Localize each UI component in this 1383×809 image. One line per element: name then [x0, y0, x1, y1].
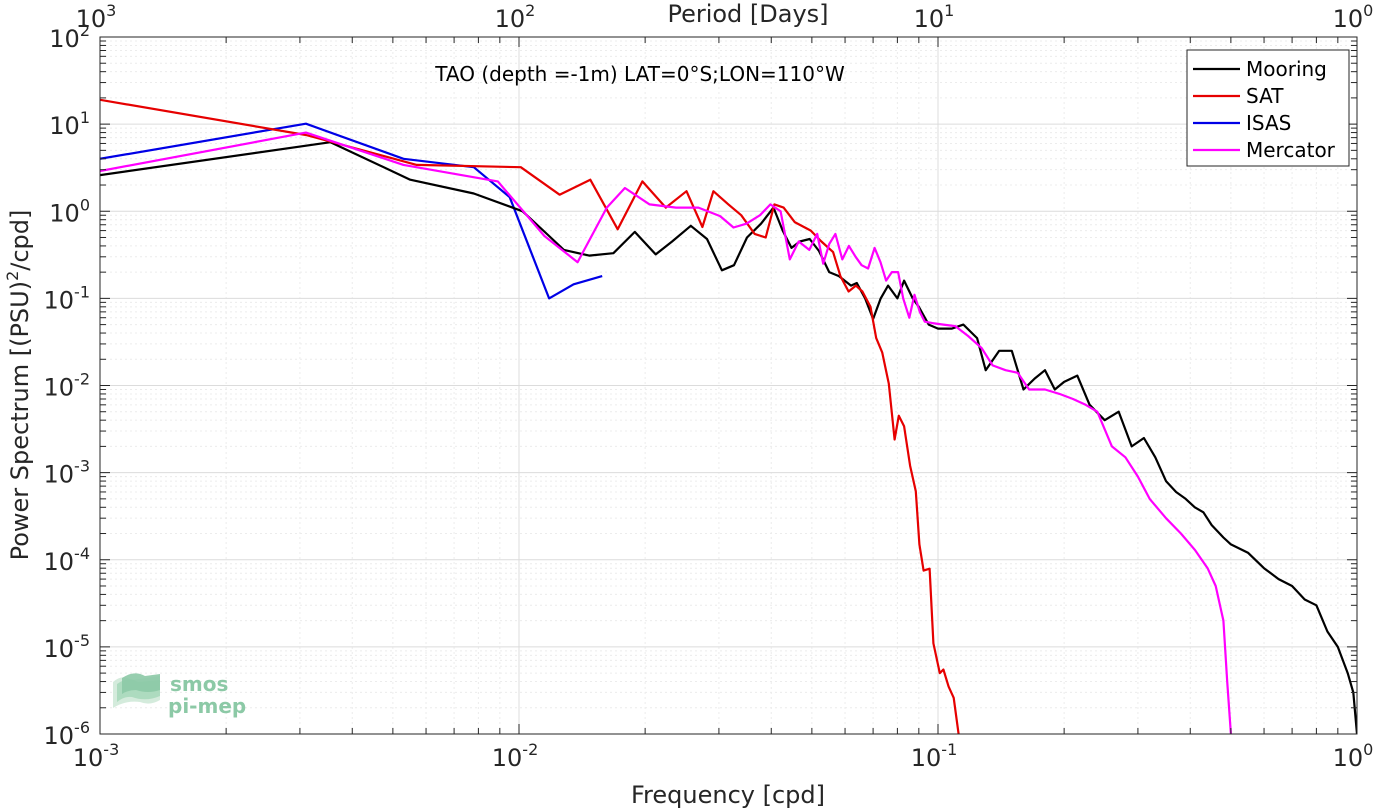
y-tick-label: 100 [49, 195, 90, 227]
series-line-mercator [100, 131, 1232, 734]
y-tick-label: 10-3 [44, 457, 91, 489]
x-tick-label: 10-2 [492, 740, 539, 772]
x2-tick-label: 100 [1333, 1, 1374, 33]
x2-tick-label: 101 [914, 1, 955, 33]
series-line-isas [100, 122, 603, 300]
series-line-sat [100, 98, 960, 734]
series-lines [100, 98, 1357, 734]
y-axis-label: Power Spectrum [(PSU)2/cpd] [3, 210, 34, 561]
x-tick-label: 10-3 [73, 740, 120, 772]
logo-text-pimep: pi-mep [168, 694, 246, 718]
x-axis-label: Frequency [cpd] [631, 781, 825, 809]
chart-title: TAO (depth =-1m) LAT=0°S;LON=110°W [434, 62, 845, 86]
x-tick-label: 100 [1333, 740, 1374, 772]
x2-tick-label: 103 [76, 1, 117, 33]
smos-pimep-logo: smos pi-mep [113, 672, 246, 718]
y-tick-label: 101 [49, 108, 90, 140]
y-tick-label: 10-5 [44, 631, 91, 663]
legend-label-mooring: Mooring [1246, 57, 1327, 81]
x2-tick-label: 102 [495, 1, 536, 33]
legend-label-sat: SAT [1246, 84, 1284, 108]
y-tick-label: 10-4 [44, 544, 91, 576]
logo-text-smos: smos [170, 672, 228, 696]
legend: Mooring SAT ISAS Mercator [1186, 49, 1350, 167]
axis-ticks [99, 36, 1358, 735]
plot-area [99, 36, 1358, 735]
x-tick-label: 10-1 [911, 740, 958, 772]
legend-label-mercator: Mercator [1246, 138, 1336, 162]
series-line-mooring [100, 141, 1357, 734]
y-tick-label: 10-6 [44, 718, 91, 750]
x2-axis-label: Period [Days] [667, 0, 828, 28]
legend-label-isas: ISAS [1246, 111, 1291, 135]
y-tick-label: 102 [49, 21, 90, 53]
y-tick-label: 10-1 [44, 282, 91, 314]
y-tick-label: 10-2 [44, 370, 91, 402]
logo-mark-icon [113, 673, 160, 708]
